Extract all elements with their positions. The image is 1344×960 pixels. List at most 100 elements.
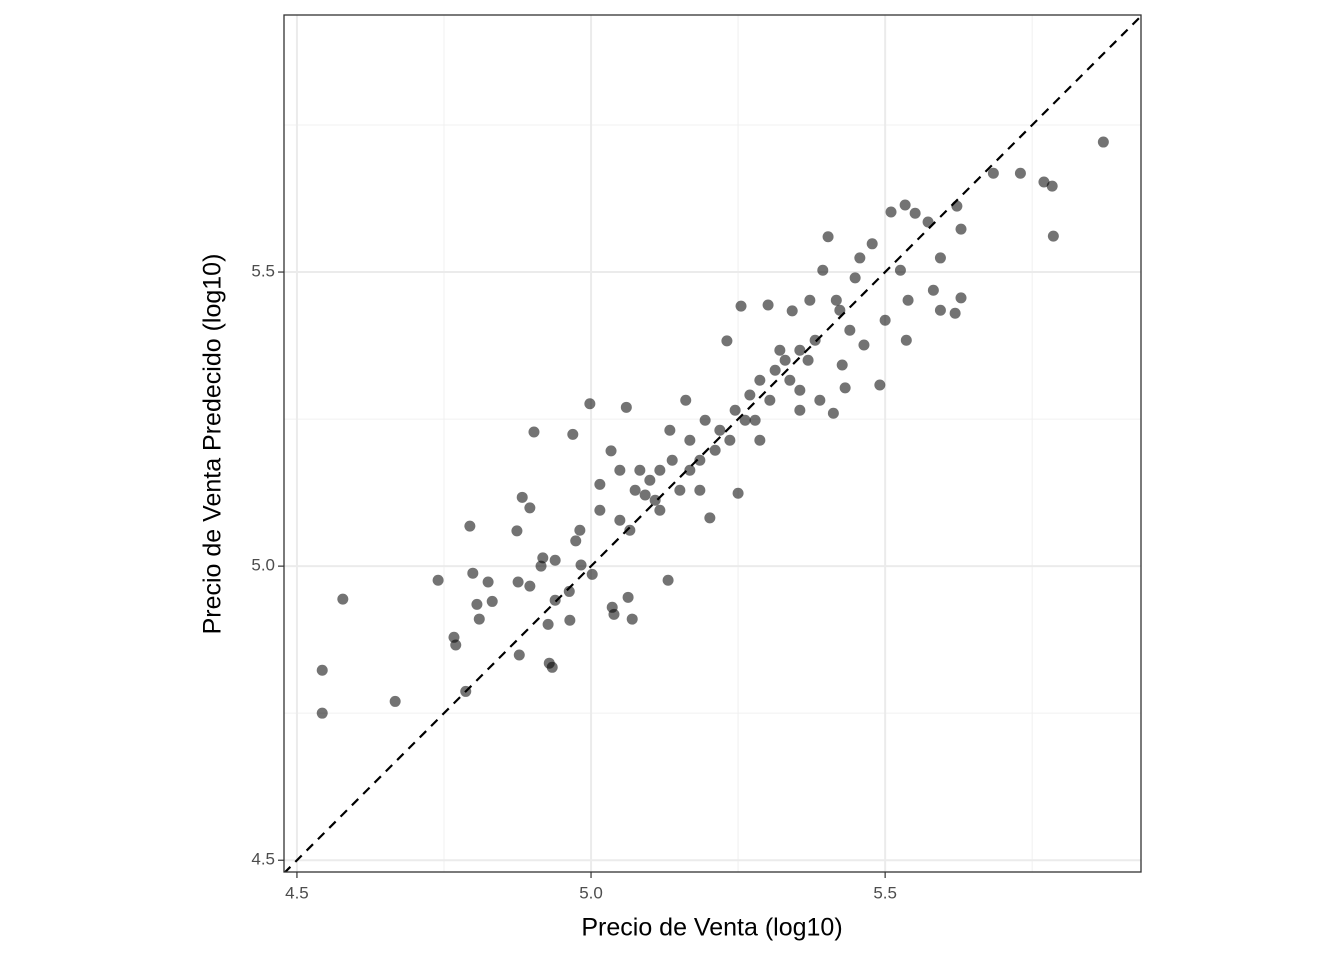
point: [549, 594, 561, 606]
point: [1047, 230, 1059, 242]
reference-line: [284, 15, 1141, 872]
point: [337, 593, 349, 605]
point: [542, 618, 554, 630]
point: [634, 464, 646, 476]
point: [662, 574, 674, 586]
point: [955, 223, 967, 235]
point: [786, 305, 798, 317]
point: [902, 294, 914, 306]
point: [879, 314, 891, 326]
point: [467, 567, 479, 579]
point: [654, 504, 666, 516]
x-tick-label: 4.5: [285, 883, 309, 902]
point: [922, 216, 934, 228]
point: [764, 394, 776, 406]
point: [512, 576, 524, 588]
point: [834, 304, 846, 316]
point: [694, 454, 706, 466]
point: [570, 535, 582, 547]
point: [794, 404, 806, 416]
point: [567, 428, 579, 440]
point: [432, 574, 444, 586]
point: [674, 484, 686, 496]
point: [955, 292, 967, 304]
point: [684, 434, 696, 446]
point: [732, 487, 744, 499]
point: [754, 374, 766, 386]
point: [927, 284, 939, 296]
point: [626, 613, 638, 625]
point: [804, 294, 816, 306]
point: [817, 264, 829, 276]
point: [622, 591, 634, 603]
point: [809, 334, 821, 346]
point: [899, 199, 911, 211]
point: [1097, 136, 1109, 148]
point: [316, 664, 328, 676]
point: [639, 489, 651, 501]
point: [605, 445, 617, 457]
point: [563, 585, 575, 597]
point: [644, 474, 656, 486]
point: [629, 484, 641, 496]
point: [1046, 180, 1058, 192]
point: [574, 524, 586, 536]
point: [513, 649, 525, 661]
point: [822, 231, 834, 243]
x-tick-label: 5.0: [579, 883, 603, 902]
point: [546, 661, 558, 673]
point: [874, 379, 886, 391]
point: [894, 264, 906, 276]
point: [729, 404, 741, 416]
point: [680, 394, 692, 406]
point: [704, 512, 716, 524]
point: [511, 525, 523, 537]
y-axis-title: Precio de Venta Predecido (log10): [199, 254, 227, 635]
point: [802, 354, 814, 366]
point: [694, 484, 706, 496]
point: [839, 382, 851, 394]
point: [844, 324, 856, 336]
point: [754, 434, 766, 446]
point: [471, 598, 483, 610]
point: [900, 334, 912, 346]
point: [594, 478, 606, 490]
point: [709, 444, 721, 456]
point: [575, 559, 587, 571]
point: [836, 359, 848, 371]
x-tick-label: 5.5: [873, 883, 897, 902]
point: [774, 344, 786, 356]
point: [450, 639, 462, 651]
point: [614, 464, 626, 476]
point: [654, 464, 666, 476]
point: [885, 206, 897, 218]
point: [464, 520, 476, 532]
point: [794, 344, 806, 356]
point: [586, 568, 598, 580]
point: [784, 374, 796, 386]
point: [814, 394, 826, 406]
point: [762, 299, 774, 311]
point: [1038, 176, 1050, 188]
point: [482, 576, 494, 588]
point: [1014, 167, 1026, 179]
point: [608, 608, 620, 620]
point: [666, 454, 678, 466]
point: [699, 414, 711, 426]
point: [779, 354, 791, 366]
point: [473, 613, 485, 625]
point: [769, 364, 781, 376]
point: [794, 384, 806, 396]
point: [949, 307, 961, 319]
y-tick-label: 5.5: [251, 262, 275, 281]
point: [614, 514, 626, 526]
point: [854, 252, 866, 264]
point: [951, 200, 963, 212]
point: [549, 554, 561, 566]
point: [486, 595, 498, 607]
point: [714, 424, 726, 436]
point: [749, 414, 761, 426]
point: [584, 398, 596, 410]
point: [934, 304, 946, 316]
